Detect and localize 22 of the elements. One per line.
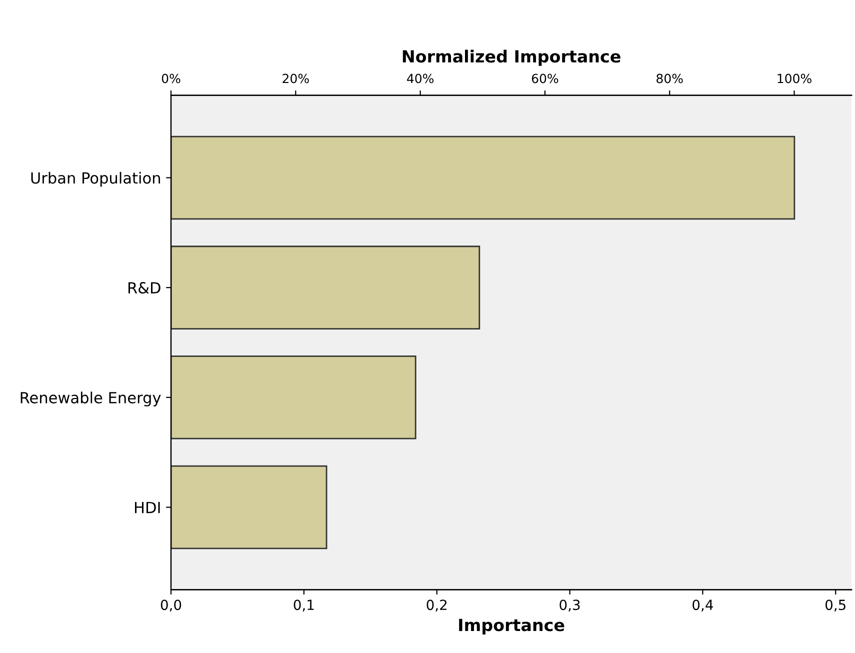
x-tick-label: 0,5 — [826, 600, 846, 612]
x2-tick-label: 60% — [532, 74, 558, 84]
bar — [171, 246, 480, 330]
x2-tick-label: 80% — [656, 74, 683, 84]
x-tick-label: 0,4 — [692, 600, 713, 612]
x-tick-label: 0,2 — [426, 600, 447, 612]
x2-tick-label: 40% — [407, 74, 434, 84]
x2-tick-label: 0% — [162, 74, 180, 84]
y-tick-label: R&D — [128, 282, 160, 294]
x2-tick-label: 20% — [282, 74, 309, 84]
x-tick-label: 0,1 — [294, 600, 314, 612]
bar — [171, 356, 416, 440]
bar — [171, 465, 328, 550]
x-tick-label: 0,0 — [160, 600, 182, 612]
y-tick-label: Renewable Energy — [20, 392, 161, 406]
x-tick-label: 0,3 — [560, 600, 580, 612]
x2-axis-title: Normalized Importance — [402, 50, 620, 66]
bar — [171, 136, 796, 220]
y-tick-label: HDI — [135, 502, 160, 514]
x2-tick-label: 100% — [778, 74, 812, 84]
x-axis-title: Importance — [459, 618, 564, 635]
y-tick-label: Urban Population — [31, 172, 160, 187]
